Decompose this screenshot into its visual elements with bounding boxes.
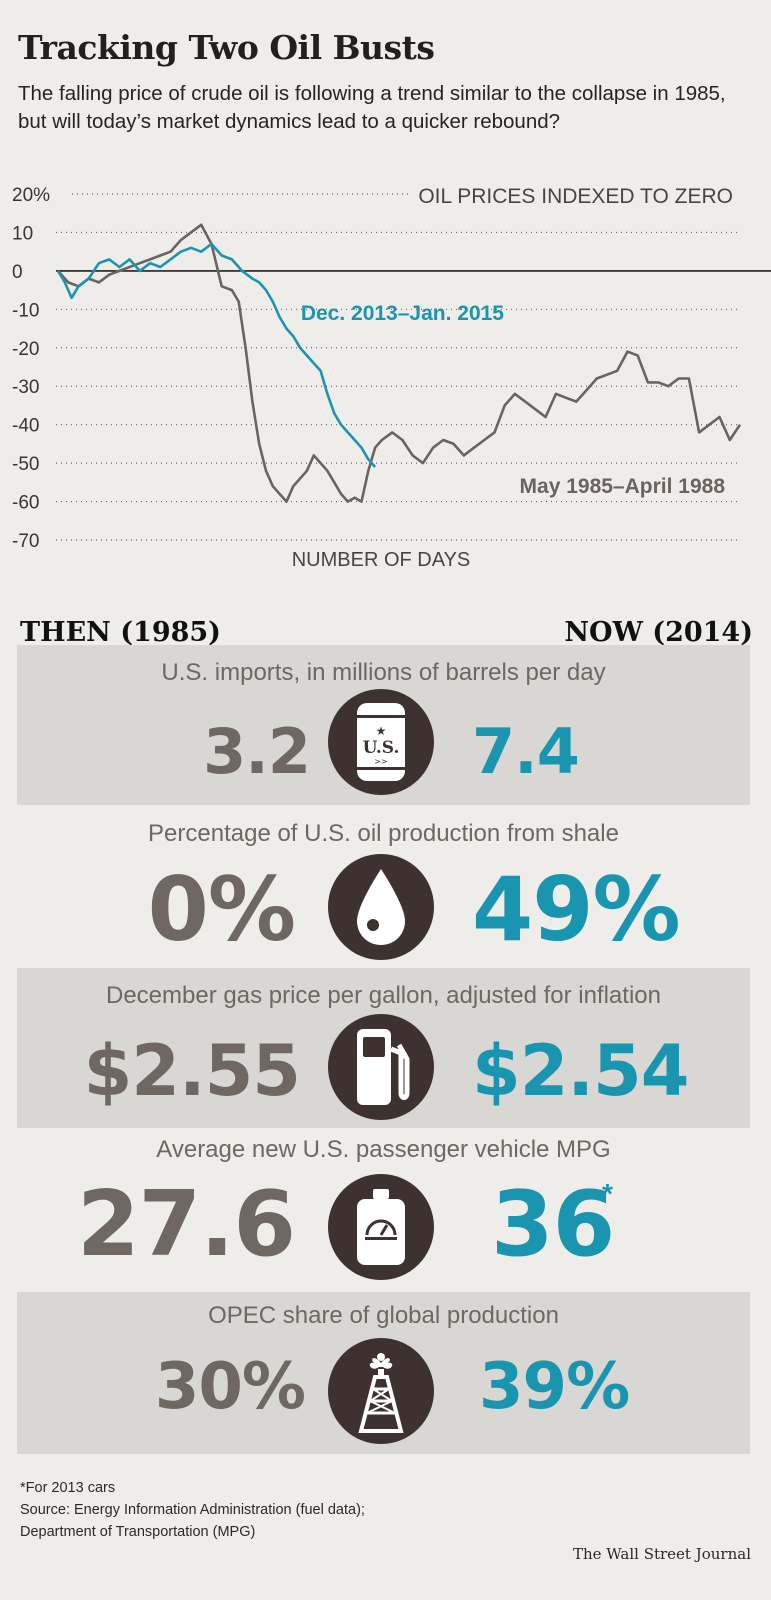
mpg-panel: Average new U.S. passenger vehicle MPG 2… <box>17 1130 750 1290</box>
shale-now-value: 49% <box>472 858 681 961</box>
then-column-label: THEN (1985) <box>20 617 221 648</box>
opec-then-value: 30% <box>154 1350 306 1424</box>
imports-then-value: 3.2 <box>203 715 311 788</box>
y-tick-label: -40 <box>12 416 39 437</box>
series-line-2013 <box>56 242 377 468</box>
oil-derrick-icon <box>358 1353 404 1433</box>
mpg-now-value: 36 <box>491 1172 615 1277</box>
imports-icon-circle: ★ U.S. >> <box>328 689 434 795</box>
mpg-title: Average new U.S. passenger vehicle MPG <box>156 1136 611 1163</box>
shale-then-value: 0% <box>147 858 296 961</box>
gas-price-title: December gas price per gallon, adjusted … <box>106 982 661 1009</box>
y-tick-label: 20% <box>12 185 50 206</box>
shale-panel: Percentage of U.S. oil production from s… <box>17 806 750 966</box>
footnotes: *For 2013 cars Source: Energy Informatio… <box>20 1477 365 1543</box>
series-label-2013: Dec. 2013–Jan. 2015 <box>301 302 504 325</box>
y-tick-label: -20 <box>12 339 39 360</box>
chart-title: OIL PRICES INDEXED TO ZERO <box>418 185 733 208</box>
y-tick-label: 0 <box>12 262 23 283</box>
source-line-1: Source: Energy Information Administratio… <box>20 1502 365 1518</box>
y-tick-label: -60 <box>12 493 39 514</box>
source-line-2: Department of Transportation (MPG) <box>20 1524 256 1540</box>
page-subtitle: The falling price of crude oil is follow… <box>18 82 726 133</box>
opec-icon-circle <box>328 1338 434 1444</box>
fuel-can-gauge-icon <box>357 1189 405 1265</box>
mpg-footnote-marker: * <box>602 1178 613 1209</box>
opec-now-value: 39% <box>479 1350 630 1424</box>
opec-panel: OPEC share of global production 30% 39% <box>17 1292 750 1454</box>
gas-price-panel: December gas price per gallon, adjusted … <box>17 968 750 1128</box>
imports-panel: U.S. imports, in millions of barrels per… <box>17 645 750 805</box>
gas-price-then-value: $2.55 <box>83 1030 301 1112</box>
y-tick-label: 10 <box>12 223 33 244</box>
y-tick-label: -30 <box>12 377 39 398</box>
series-line-1985 <box>57 223 742 503</box>
gas-price-now-value: $2.54 <box>472 1030 689 1112</box>
imports-now-value: 7.4 <box>472 715 580 788</box>
y-tick-label: -70 <box>12 531 39 552</box>
oil-price-chart: 20% 10 0 -10 -20 -30 -40 -50 -60 -70 OIL PRICES I… <box>12 185 771 571</box>
footnote-2013-cars: *For 2013 cars <box>20 1480 116 1496</box>
svg-text:★: ★ <box>376 724 387 738</box>
mpg-then-value: 27.6 <box>76 1172 296 1277</box>
y-tick-label: -10 <box>12 300 39 321</box>
y-tick-label: -50 <box>12 454 39 475</box>
opec-title: OPEC share of global production <box>208 1302 559 1329</box>
shale-title: Percentage of U.S. oil production from s… <box>148 820 619 847</box>
barrel-label: U.S. <box>363 738 400 758</box>
series-label-1985: May 1985–April 1988 <box>520 475 726 498</box>
imports-title: U.S. imports, in millions of barrels per… <box>161 659 606 686</box>
x-axis-label: NUMBER OF DAYS <box>292 549 471 571</box>
shale-icon-circle <box>328 854 434 960</box>
page-title: Tracking Two Oil Busts <box>18 28 435 67</box>
oil-barrel-icon: ★ U.S. >> <box>357 703 405 781</box>
oil-drop-icon <box>357 869 405 945</box>
gas-price-icon-circle <box>328 1014 434 1120</box>
svg-text:>>: >> <box>374 757 387 766</box>
mpg-icon-circle <box>328 1174 434 1280</box>
gas-pump-icon <box>357 1029 410 1105</box>
publisher-credit: The Wall Street Journal <box>572 1545 751 1563</box>
now-column-label: NOW (2014) <box>564 617 753 648</box>
